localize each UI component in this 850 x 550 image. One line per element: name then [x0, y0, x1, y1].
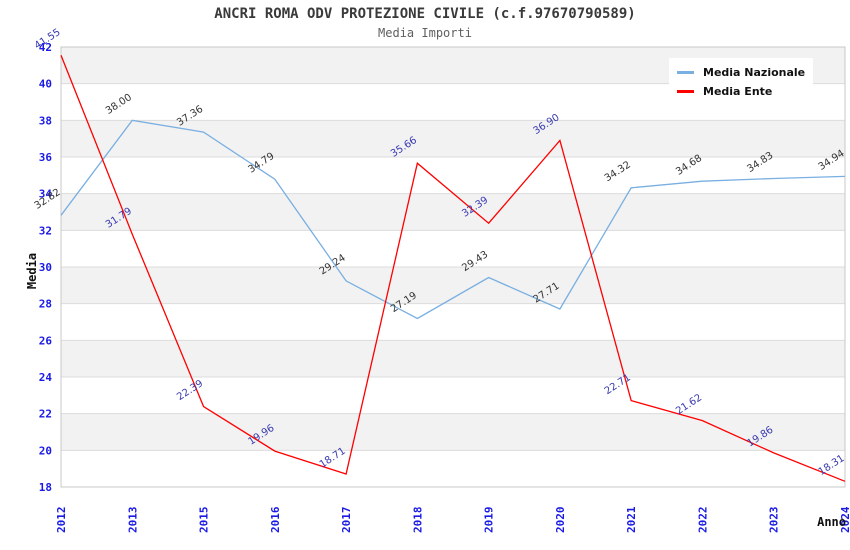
x-tick-label: 2022 [696, 507, 709, 534]
y-tick-label: 20 [39, 444, 52, 457]
x-tick-label: 2021 [625, 506, 638, 533]
y-tick-label: 28 [39, 298, 52, 311]
series-line-media-ente [60, 55, 846, 482]
y-tick-label: 32 [39, 224, 52, 237]
x-tick-label: 2017 [340, 507, 353, 534]
y-tick-label: 42 [39, 41, 52, 54]
plot-band [61, 120, 845, 157]
chart-legend: Media Nazionale Media Ente [669, 58, 813, 107]
legend-item-media-nazionale: Media Nazionale [677, 63, 805, 82]
legend-line-swatch-red [677, 90, 694, 93]
x-tick-label: 2013 [126, 507, 139, 534]
legend-line-swatch-blue [677, 71, 694, 74]
x-axis-title: Anno [817, 515, 846, 529]
data-point-label: 38.00 [104, 92, 134, 117]
x-tick-label: 2019 [483, 507, 496, 534]
series-line-media-nazionale [60, 119, 846, 320]
chart-subtitle: Media Importi [378, 26, 472, 40]
legend-label: Media Nazionale [703, 66, 806, 79]
data-point-label: 34.32 [603, 159, 633, 184]
x-tick-label: 2015 [198, 507, 211, 534]
legend-item-media-ente: Media Ente [677, 82, 805, 101]
plot-band [61, 340, 845, 377]
y-axis-title: Media [25, 252, 39, 290]
legend-label: Media Ente [703, 85, 773, 98]
x-tick-label: 2016 [269, 506, 282, 533]
y-tick-label: 22 [39, 408, 52, 421]
y-tick-label: 24 [39, 371, 53, 384]
y-tick-label: 18 [39, 481, 52, 494]
y-tick-label: 38 [39, 114, 52, 127]
chart-title: ANCRI ROMA ODV PROTEZIONE CIVILE (c.f.97… [214, 6, 636, 22]
y-tick-label: 36 [39, 151, 53, 164]
y-tick-label: 34 [39, 188, 53, 201]
x-tick-label: 2023 [768, 507, 781, 534]
x-tick-label: 2024 [839, 506, 850, 533]
y-tick-label: 26 [39, 334, 53, 347]
data-point-label: 18.31 [817, 453, 847, 478]
y-tick-label: 40 [39, 78, 52, 91]
x-tick-label: 2012 [55, 507, 68, 534]
y-tick-label: 30 [39, 261, 52, 274]
x-tick-label: 2020 [554, 507, 567, 534]
plot-border [60, 46, 846, 488]
plot-band [61, 413, 845, 451]
plot-band [61, 193, 845, 231]
x-tick-label: 2018 [411, 507, 424, 534]
